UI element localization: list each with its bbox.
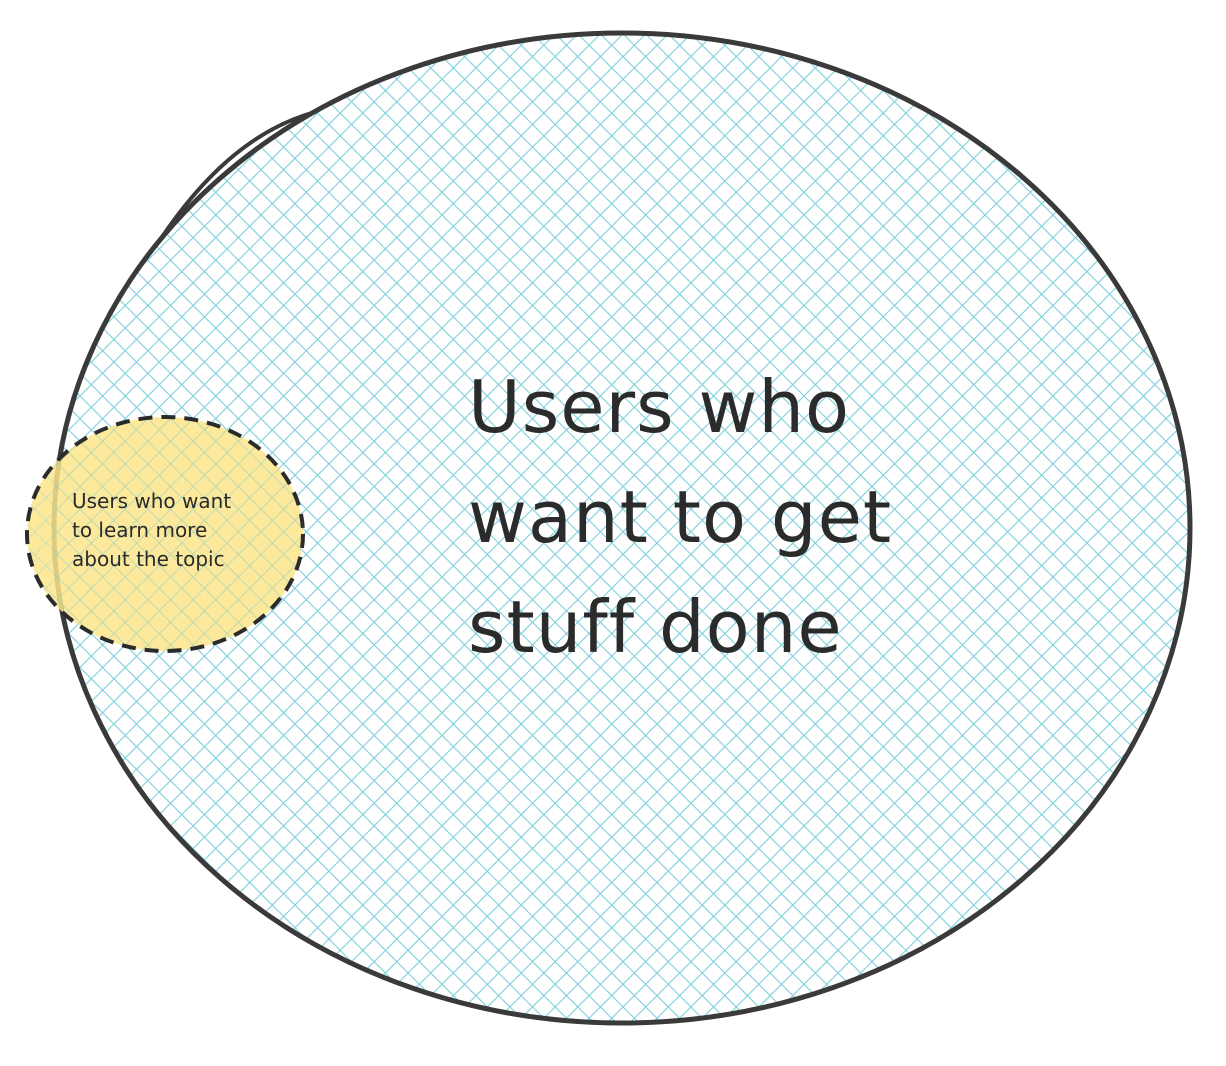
inner-set	[25, 415, 305, 653]
inner-set-label-line-1: Users who want	[72, 489, 231, 513]
inner-set-label-line-3: about the topic	[72, 547, 225, 571]
inner-set-outline	[25, 415, 305, 653]
outer-set-label-line-1: Users who	[468, 365, 850, 449]
outer-set	[51, 30, 1193, 1026]
inner-set-label-line-2: to learn more	[72, 518, 207, 542]
outer-set-label-line-2: want to get	[468, 475, 892, 559]
inner-set-label: Users who want to learn more about the t…	[72, 489, 237, 571]
outer-set-label-line-3: stuff done	[468, 585, 843, 669]
outer-set-label: Users who want to get stuff done	[468, 365, 916, 669]
